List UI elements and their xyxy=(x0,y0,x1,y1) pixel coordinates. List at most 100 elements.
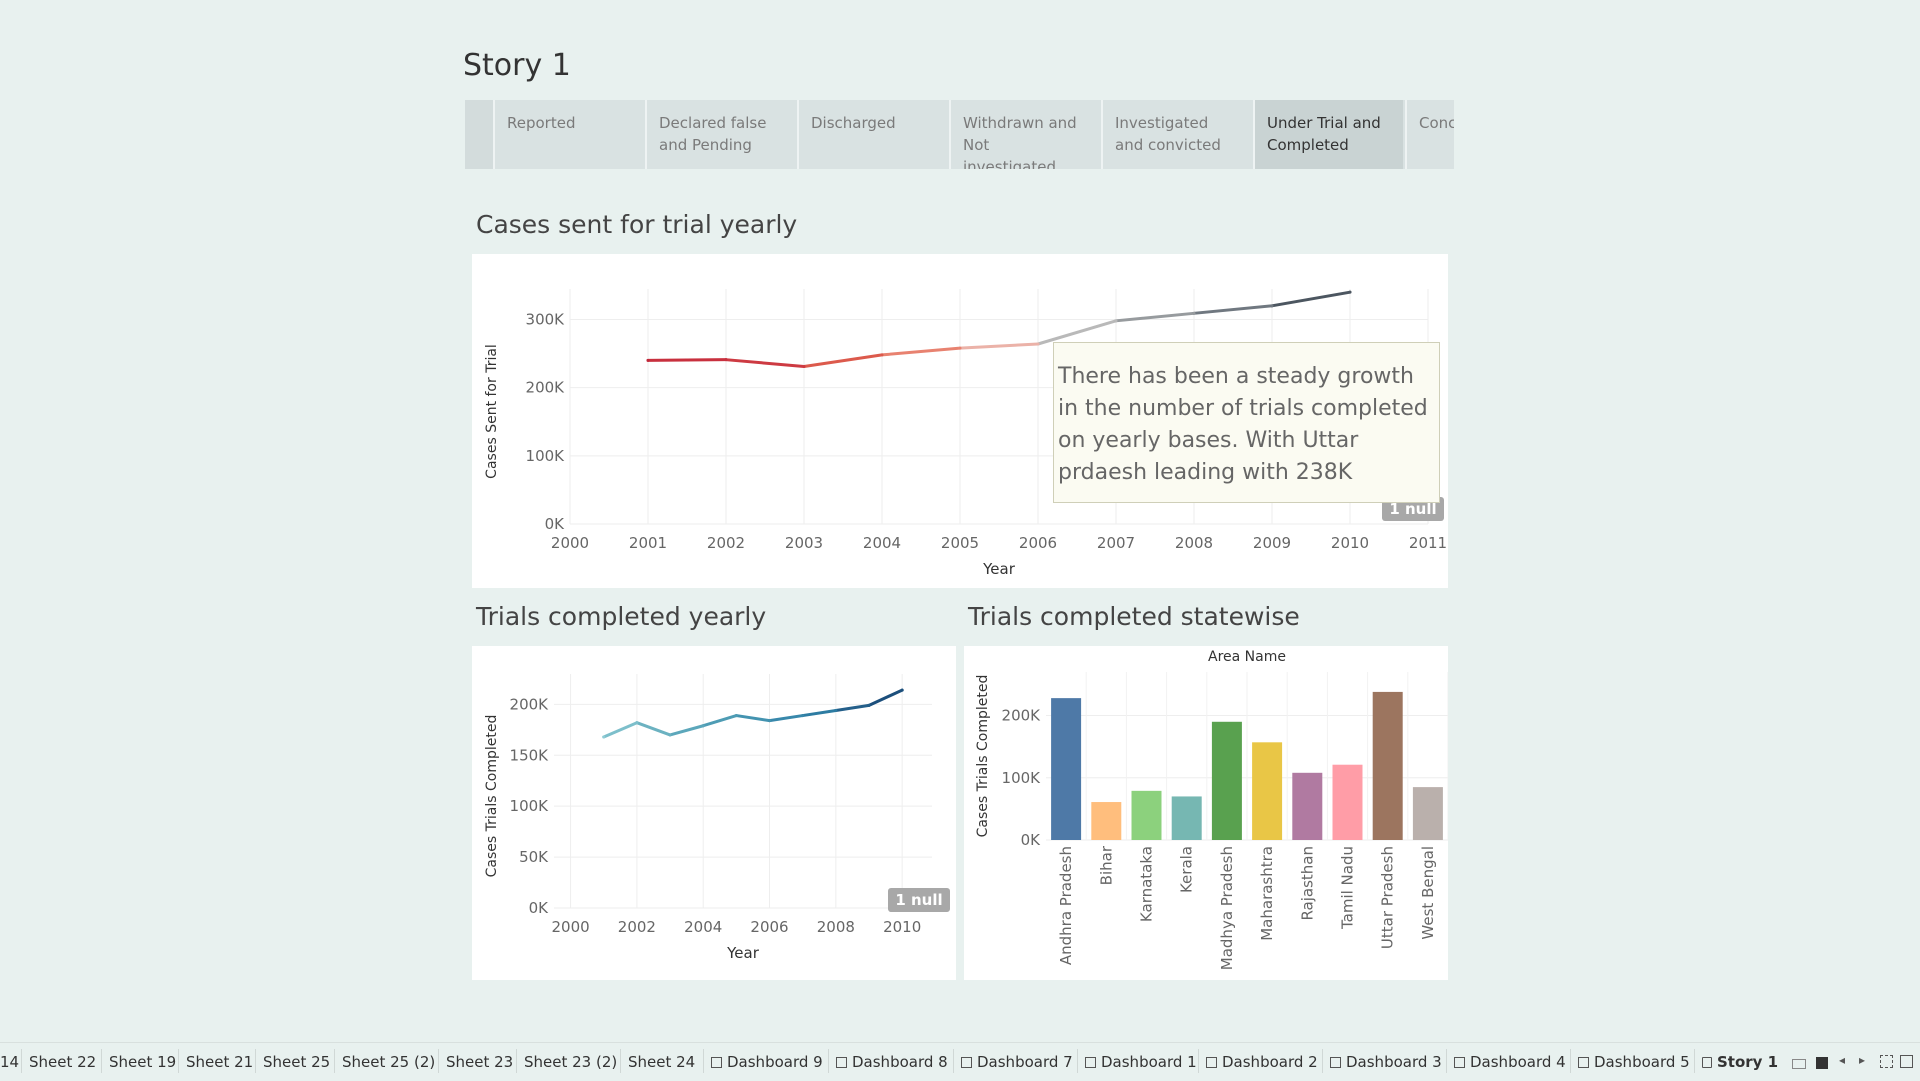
column-header: Area Name xyxy=(1208,649,1286,665)
story-point-3[interactable]: Discharged xyxy=(797,100,947,169)
y-tick-label: 200K xyxy=(1002,707,1042,725)
sheet-tab-sheet-25[interactable]: Sheet 25 xyxy=(263,1053,330,1071)
sheet-tab-label: Dashboard 3 xyxy=(1346,1053,1442,1071)
sheet-tab-dashboard-2[interactable]: Dashboard 2 xyxy=(1206,1053,1318,1071)
bar-andhra-pradesh xyxy=(1051,698,1082,840)
sheet-tab-sheet-23-2-[interactable]: Sheet 23 (2) xyxy=(524,1053,617,1071)
data-point xyxy=(734,714,738,718)
data-point xyxy=(880,353,884,357)
story-point-4[interactable]: Withdrawn and Not investigated xyxy=(949,100,1099,169)
story-nav-previous[interactable] xyxy=(465,100,494,169)
x-tick-label: Madhya Pradesh xyxy=(1218,846,1236,970)
x-tick-label: Kerala xyxy=(1178,846,1196,893)
line-chart-trials-yearly: 2000 2002 2004 2006 2008 2010 0K 50K 100K 150K 200… xyxy=(484,674,950,962)
x-tick-label: Rajasthan xyxy=(1298,846,1316,921)
show-filmstrip-icon[interactable] xyxy=(1792,1059,1806,1069)
null-badge: 1 null xyxy=(1382,497,1444,521)
sheet-tab-dashboard-7[interactable]: Dashboard 7 xyxy=(961,1053,1073,1071)
sheet-tab-dashboard-3[interactable]: Dashboard 3 xyxy=(1330,1053,1442,1071)
x-tick-label: 2002 xyxy=(707,534,745,552)
tab-separator xyxy=(1446,1049,1447,1073)
grid-icon xyxy=(711,1057,722,1068)
line-segment xyxy=(1192,304,1274,315)
line-segment xyxy=(867,688,904,707)
x-tick-label: 2000 xyxy=(551,534,589,552)
data-point xyxy=(724,358,728,362)
line-segment xyxy=(734,714,772,723)
y-tick-label: 100K xyxy=(526,447,566,465)
x-tick-label: 2008 xyxy=(817,918,855,936)
chart-title-trials-yearly: Trials completed yearly xyxy=(476,602,767,631)
x-tick-label: Tamil Nadu xyxy=(1339,846,1357,930)
story-point-7[interactable]: Concl xyxy=(1405,100,1454,169)
line-segment xyxy=(724,358,806,368)
data-point xyxy=(802,365,806,368)
sheet-tab-sheet-24[interactable]: Sheet 24 xyxy=(628,1053,695,1071)
y-tick-label: 50K xyxy=(519,848,549,866)
chart-panel-trials-yearly: 2000 2002 2004 2006 2008 2010 0K 50K 100K 150K 200… xyxy=(472,646,956,980)
y-tick-label: 200K xyxy=(526,379,566,397)
story-point-5[interactable]: Investigated and convicted xyxy=(1101,100,1251,169)
x-tick-label: 2002 xyxy=(618,918,656,936)
tab-separator xyxy=(255,1049,256,1073)
sheet-tab-sheet-19[interactable]: Sheet 19 xyxy=(109,1053,176,1071)
x-tick-label: 2003 xyxy=(785,534,823,552)
sheet-tab-sheet-22[interactable]: Sheet 22 xyxy=(29,1053,96,1071)
chart-title-trials-statewise: Trials completed statewise xyxy=(968,602,1300,631)
grid-icon xyxy=(836,1057,847,1068)
x-tick-label: Maharashtra xyxy=(1258,846,1276,941)
sheet-tab-label: Sheet 24 xyxy=(628,1053,696,1071)
sheet-tab-sheet-23[interactable]: Sheet 23 xyxy=(446,1053,513,1071)
sheet-tab-label: Sheet 25 xyxy=(263,1053,331,1071)
sheet-tab-dashboard-8[interactable]: Dashboard 8 xyxy=(836,1053,948,1071)
sheet-tab-dashboard-1[interactable]: Dashboard 1 xyxy=(1085,1053,1197,1071)
x-tick-label: Karnataka xyxy=(1138,846,1156,922)
y-tick-label: 200K xyxy=(510,695,550,713)
sheet-tab-dashboard-4[interactable]: Dashboard 4 xyxy=(1454,1053,1566,1071)
tab-separator xyxy=(1322,1049,1323,1073)
fullscreen-icon[interactable] xyxy=(1880,1055,1893,1068)
bar-madhya-pradesh xyxy=(1211,721,1242,840)
tab-separator xyxy=(438,1049,439,1073)
story-point-6[interactable]: Under Trial and Completed xyxy=(1253,100,1403,169)
story-icon xyxy=(1702,1057,1712,1068)
sheet-tab-dashboard-5[interactable]: Dashboard 5 xyxy=(1578,1053,1690,1071)
sheet-tab-story-1[interactable]: Story 1 xyxy=(1702,1053,1778,1071)
y-tick-label: 0K xyxy=(1021,831,1042,849)
sheet-tab-14[interactable]: 14 xyxy=(0,1053,19,1071)
sheet-tab-sheet-21[interactable]: Sheet 21 xyxy=(186,1053,253,1071)
show-sheet-tabs-icon[interactable] xyxy=(1816,1057,1828,1069)
story-point-1[interactable]: Reported xyxy=(493,100,643,169)
data-point xyxy=(646,358,650,362)
scroll-left-icon[interactable]: ◂ xyxy=(1839,1053,1846,1067)
tab-separator xyxy=(101,1049,102,1073)
tab-separator xyxy=(1077,1049,1078,1073)
caption-annotation: There has been a steady growth in the nu… xyxy=(1053,342,1440,503)
x-tick-label: 2004 xyxy=(863,534,901,552)
y-tick-label: 100K xyxy=(510,797,550,815)
tab-separator xyxy=(1570,1049,1571,1073)
grid-icon xyxy=(1454,1057,1465,1068)
y-axis-title: Cases Trials Completed xyxy=(975,675,991,838)
x-tick-label: 2000 xyxy=(551,918,589,936)
sheet-tab-dashboard-9[interactable]: Dashboard 9 xyxy=(711,1053,823,1071)
line-segment xyxy=(602,721,639,739)
bar-rajasthan xyxy=(1292,772,1323,840)
story-point-2[interactable]: Declared false and Pending xyxy=(645,100,795,169)
presentation-mode-icon[interactable] xyxy=(1900,1055,1913,1068)
x-tick-label: Bihar xyxy=(1097,845,1115,885)
tab-separator xyxy=(1694,1049,1695,1073)
y-tick-label: 0K xyxy=(545,515,566,533)
data-point xyxy=(834,708,838,712)
y-tick-label: 300K xyxy=(526,310,566,328)
scroll-right-icon[interactable]: ▸ xyxy=(1859,1053,1866,1067)
sheet-tab-sheet-25-2-[interactable]: Sheet 25 (2) xyxy=(342,1053,435,1071)
y-tick-label: 150K xyxy=(510,746,550,764)
grid-icon xyxy=(1578,1057,1589,1068)
sheet-tab-label: Dashboard 1 xyxy=(1101,1053,1197,1071)
grid-icon xyxy=(961,1057,972,1068)
sheet-tab-label: Story 1 xyxy=(1717,1053,1779,1071)
bar-tamil-nadu xyxy=(1332,764,1363,840)
tab-separator xyxy=(703,1049,704,1073)
chart-panel-trials-statewise: Area Name 0K 100K 200K Cases Trials Complete… xyxy=(964,646,1449,980)
